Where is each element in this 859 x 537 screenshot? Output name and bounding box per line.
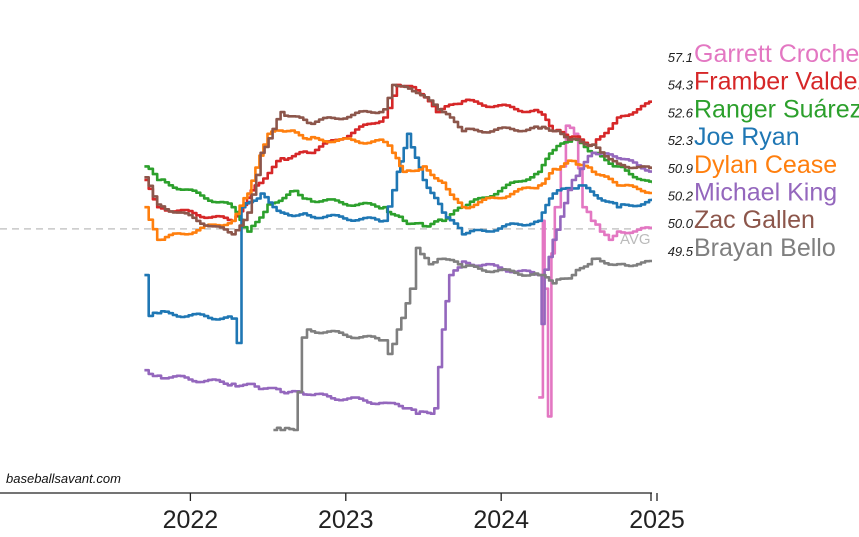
legend-name: Zac Gallen <box>694 206 815 234</box>
series-line-dylan-cease <box>144 129 652 242</box>
series-line-michael-king <box>144 151 652 415</box>
legend-name: Brayan Bello <box>694 234 836 262</box>
legend-name: Joe Ryan <box>694 123 800 151</box>
x-tick-label: 2025 <box>629 506 685 534</box>
legend-value: 49.5 <box>668 244 694 259</box>
x-tick-label: 2024 <box>473 506 529 534</box>
legend-name: Ranger Suárez <box>694 95 859 123</box>
legend-value: 52.6 <box>668 105 694 120</box>
series-line-garrett-crochet <box>538 124 652 418</box>
legend-name: Dylan Cease <box>694 151 837 179</box>
legend-value: 52.3 <box>668 133 694 148</box>
legend-value: 50.9 <box>668 161 693 176</box>
legend-name: Michael King <box>694 179 837 207</box>
series-line-zac-gallen <box>144 83 652 236</box>
legend-value: 57.1 <box>668 50 693 65</box>
avg-label: AVG <box>620 231 651 248</box>
legend-name: Garrett Crochet <box>694 40 859 68</box>
legend-value: 54.3 <box>668 78 694 93</box>
legend-value: 50.0 <box>668 216 694 231</box>
x-tick-label: 2022 <box>163 506 219 534</box>
legend-value: 50.2 <box>668 189 694 204</box>
x-axis: 2022 2023 2024 2025 <box>0 492 685 534</box>
series-line-brayan-bello <box>273 246 652 432</box>
source-credit: baseballsavant.com <box>6 471 121 486</box>
series-line-ranger-su-rez <box>144 137 652 233</box>
x-tick-label: 2023 <box>318 506 374 534</box>
legend-name: Framber Valdez <box>694 68 859 96</box>
series-line-framber-valdez <box>144 83 652 223</box>
series-line-joe-ryan <box>144 132 652 345</box>
series-layer <box>144 83 652 432</box>
